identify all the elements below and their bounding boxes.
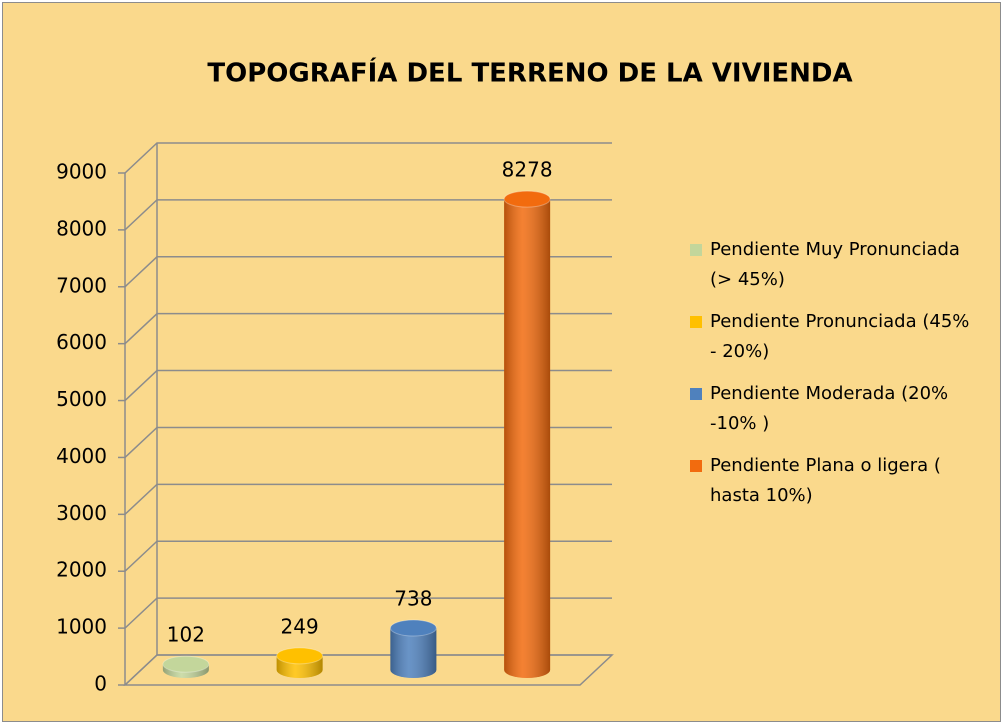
legend-entry: Pendiente Plana o ligera ( hasta 10%) xyxy=(690,451,980,511)
grid-line xyxy=(124,540,612,572)
value-label: 249 xyxy=(281,614,319,638)
legend-entry: Pendiente Moderada (20% -10% ) xyxy=(690,379,980,439)
legend-label: Pendiente Muy Pronunciada (> 45%) xyxy=(710,239,960,290)
legend-swatch xyxy=(690,460,702,472)
y-tick-label: 3000 xyxy=(56,501,107,525)
legend-entry: Pendiente Pronunciada (45% - 20%) xyxy=(690,307,980,367)
value-label: 738 xyxy=(394,587,432,611)
cylinder-shade xyxy=(390,628,437,678)
cylinder-top xyxy=(276,647,324,665)
y-tick-label: 7000 xyxy=(56,273,107,297)
y-tick-label: 8000 xyxy=(56,216,107,240)
y-tick-label: 5000 xyxy=(56,387,107,411)
cylinder-top xyxy=(162,655,210,673)
cylinder-shade xyxy=(504,199,551,678)
y-tick-label: 1000 xyxy=(56,615,107,639)
chart-title: TOPOGRAFÍA DEL TERRENO DE LA VIVIENDA xyxy=(207,57,852,89)
legend-swatch xyxy=(690,388,702,400)
legend: Pendiente Muy Pronunciada (> 45%) Pendien… xyxy=(690,235,980,523)
y-tick-label: 4000 xyxy=(56,444,107,468)
y-tick-label: 9000 xyxy=(56,160,107,184)
legend-swatch xyxy=(690,316,702,328)
legend-label: Pendiente Pronunciada (45% - 20%) xyxy=(710,311,970,362)
cylinder-top xyxy=(503,190,551,208)
legend-entry: Pendiente Muy Pronunciada (> 45%) xyxy=(690,235,980,295)
y-tick-label: 6000 xyxy=(56,330,107,354)
grid-line xyxy=(124,483,612,515)
value-label: 102 xyxy=(167,623,205,647)
grid-line xyxy=(124,426,612,458)
grid-line xyxy=(124,256,612,288)
legend-label: Pendiente Plana o ligera ( hasta 10%) xyxy=(710,455,941,506)
cylinder-top xyxy=(389,619,437,637)
legend-label: Pendiente Moderada (20% -10% ) xyxy=(710,383,949,434)
grid-line xyxy=(124,199,612,231)
y-tick-label: 0 xyxy=(94,672,107,696)
grid-line xyxy=(124,654,612,686)
value-label: 8278 xyxy=(502,158,553,182)
y-tick-label: 2000 xyxy=(56,558,107,582)
grid-line xyxy=(124,142,612,174)
legend-swatch xyxy=(690,244,702,256)
grid-line xyxy=(124,597,612,629)
grid-line xyxy=(124,312,612,345)
grid-line xyxy=(124,369,612,402)
